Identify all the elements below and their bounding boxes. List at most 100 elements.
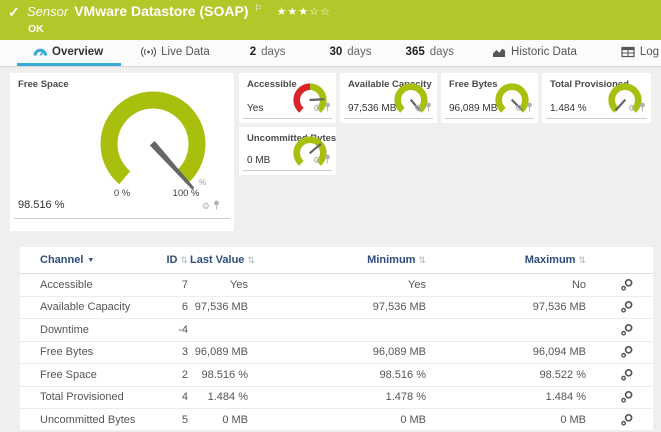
channel-last-value: 98.516 %: [190, 369, 262, 381]
tab-label: Overview: [52, 46, 103, 58]
edit-channel-icon: [620, 390, 634, 404]
column-header-id[interactable]: ID⇅: [135, 254, 190, 266]
channel-minimum: Yes: [262, 279, 440, 291]
column-header-last-value[interactable]: Last Value⇅: [190, 254, 262, 266]
tab-overview[interactable]: Overview: [17, 40, 121, 66]
channel-minimum: 98.516 %: [262, 369, 440, 381]
gauge-value: 0 MB: [247, 155, 270, 166]
table-row[interactable]: Free Space298.516 %98.516 %98.522 %: [20, 364, 653, 387]
tab-30-days[interactable]: 30 days: [323, 40, 377, 66]
channel-maximum: 98.522 %: [440, 369, 600, 381]
table-icon: [621, 46, 635, 58]
gauge-tile-accessible[interactable]: Accessible Yes ⚙: [239, 73, 336, 123]
channel-name: Total Provisioned: [20, 391, 135, 403]
tab-label: Log: [640, 46, 659, 58]
sensor-header: ✓ Sensor VMware Datastore (SOAP) ⚐ ★★★☆☆…: [0, 0, 661, 40]
tile-divider: [243, 118, 332, 119]
tab-label: days: [347, 46, 371, 58]
edit-channel-icon: [620, 278, 634, 292]
gauge-unit-label: %: [199, 178, 206, 187]
channel-id: 6: [135, 301, 190, 313]
priority-flag-icon[interactable]: ⚐: [254, 3, 262, 14]
edit-channel-icon: [620, 300, 634, 314]
channel-maximum: 0 MB: [440, 414, 600, 426]
sensor-title: VMware Datastore (SOAP): [74, 3, 248, 19]
gauge-settings-icon[interactable]: ⚙: [202, 202, 210, 211]
gauge-pin-slot: [526, 99, 533, 117]
tab-number: 2: [250, 46, 256, 58]
table-row[interactable]: Accessible7YesYesNo: [20, 274, 653, 297]
channel-minimum: 97,536 MB: [262, 301, 440, 313]
tab-number: 30: [329, 46, 342, 58]
gauge-tile-free-bytes[interactable]: Free Bytes 96,089 MB ⚙: [441, 73, 538, 123]
gauge-max-label: 100 %: [173, 188, 200, 199]
gauge-settings-icon[interactable]: ⚙: [313, 156, 321, 165]
channel-name: Available Capacity: [20, 301, 135, 313]
channel-id: 7: [135, 279, 190, 291]
channel-edit-button[interactable]: [600, 278, 653, 292]
table-row[interactable]: Free Bytes396,089 MB96,089 MB96,094 MB: [20, 342, 653, 365]
tab-label: Live Data: [161, 46, 210, 58]
gauge-value: 96,089 MB: [449, 103, 497, 114]
gauge-tile-available-capacity[interactable]: Available Capacity 97,536 MB ⚙: [340, 73, 437, 123]
pin-icon[interactable]: [324, 102, 331, 112]
channel-table-body: Accessible7YesYesNo Available Capacity69…: [20, 274, 653, 432]
tile-divider: [243, 170, 332, 171]
table-row[interactable]: Available Capacity697,536 MB97,536 MB97,…: [20, 297, 653, 320]
rating-stars[interactable]: ★★★☆☆: [277, 5, 331, 18]
column-header-minimum[interactable]: Minimum⇅: [262, 254, 440, 266]
channel-name: Uncommitted Bytes: [20, 414, 135, 426]
pin-icon[interactable]: [324, 154, 331, 164]
gauge-min-label: 0 %: [114, 188, 131, 199]
gauge-settings-icon[interactable]: ⚙: [313, 104, 321, 113]
tab-live-data[interactable]: Live Data: [135, 40, 216, 66]
tile-divider: [14, 218, 230, 219]
column-header-channel[interactable]: Channel▼: [20, 254, 135, 266]
table-row[interactable]: Uncommitted Bytes50 MB0 MB0 MB: [20, 409, 653, 432]
channel-edit-button[interactable]: [600, 368, 653, 382]
edit-channel-icon: [620, 368, 634, 382]
tab-log[interactable]: Log: [615, 40, 661, 66]
column-header-maximum[interactable]: Maximum⇅: [440, 254, 600, 266]
edit-channel-icon: [620, 345, 634, 359]
tab-365-days[interactable]: 365 days: [400, 40, 460, 66]
pin-icon[interactable]: [639, 102, 646, 112]
channel-table: Channel▼ ID⇅ Last Value⇅ Minimum⇅ Maximu…: [20, 247, 653, 430]
table-row[interactable]: Downtime-4: [20, 319, 653, 342]
gauge-settings-icon[interactable]: ⚙: [628, 104, 636, 113]
tab-number: 365: [406, 46, 425, 58]
channel-edit-button[interactable]: [600, 323, 653, 337]
gauge-settings-icon[interactable]: ⚙: [414, 104, 422, 113]
channel-last-value: 96,089 MB: [190, 346, 262, 358]
pin-icon[interactable]: [526, 102, 533, 112]
edit-channel-icon: [620, 323, 634, 337]
pin-icon[interactable]: [213, 200, 220, 210]
channel-edit-button[interactable]: [600, 390, 653, 404]
broadcast-icon: [141, 46, 156, 58]
channel-minimum: 1.478 %: [262, 391, 440, 403]
table-row[interactable]: Total Provisioned41.484 %1.478 %1.484 %: [20, 387, 653, 410]
channel-id: 3: [135, 346, 190, 358]
channel-id: 4: [135, 391, 190, 403]
channel-edit-button[interactable]: [600, 345, 653, 359]
sort-icon: ⇅: [247, 255, 255, 265]
sort-desc-icon: ▼: [87, 257, 94, 264]
pin-icon[interactable]: [425, 102, 432, 112]
gauge-value: 1.484 %: [550, 103, 587, 114]
gauge-tile-free-space[interactable]: Free Space % 0 % 100 % 98.516 % ⚙: [10, 73, 234, 231]
edit-channel-icon: [620, 413, 634, 427]
status-badge: OK: [28, 23, 44, 35]
channel-last-value: 1.484 %: [190, 391, 262, 403]
channel-maximum: 1.484 %: [440, 391, 600, 403]
gauge-settings-icon[interactable]: ⚙: [515, 104, 523, 113]
gauge-title: Accessible: [247, 79, 297, 90]
channel-edit-button[interactable]: [600, 413, 653, 427]
gauge-tile-total-provisioned[interactable]: Total Provisioned 1.484 % ⚙: [542, 73, 651, 123]
tab-label: days: [261, 46, 285, 58]
tab-historic-data[interactable]: Historic Data: [486, 40, 583, 66]
free-space-gauge: % 0 % 100 %: [82, 82, 224, 202]
channel-edit-button[interactable]: [600, 300, 653, 314]
gauge-tile-uncommitted-bytes[interactable]: Uncommitted Bytes 0 MB ⚙: [239, 127, 336, 175]
channel-last-value: 0 MB: [190, 414, 262, 426]
tab-2-days[interactable]: 2 days: [244, 40, 292, 66]
